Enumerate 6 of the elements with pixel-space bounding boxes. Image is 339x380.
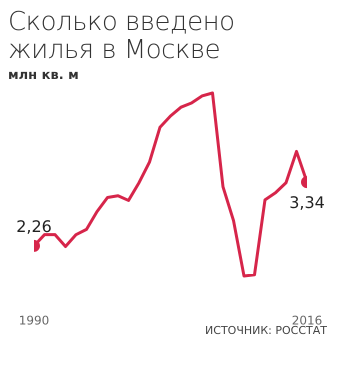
x-tick-label: 1990 <box>18 314 50 328</box>
data-label: 2,26 <box>16 216 52 236</box>
chart-subtitle: млн кв. м <box>8 68 80 83</box>
chart-title: Сколько введено жилья в Москве <box>8 7 236 65</box>
text: ИСТОЧНИК: РОССТАТ <box>205 324 327 337</box>
data-label: 3,34 <box>289 193 325 212</box>
